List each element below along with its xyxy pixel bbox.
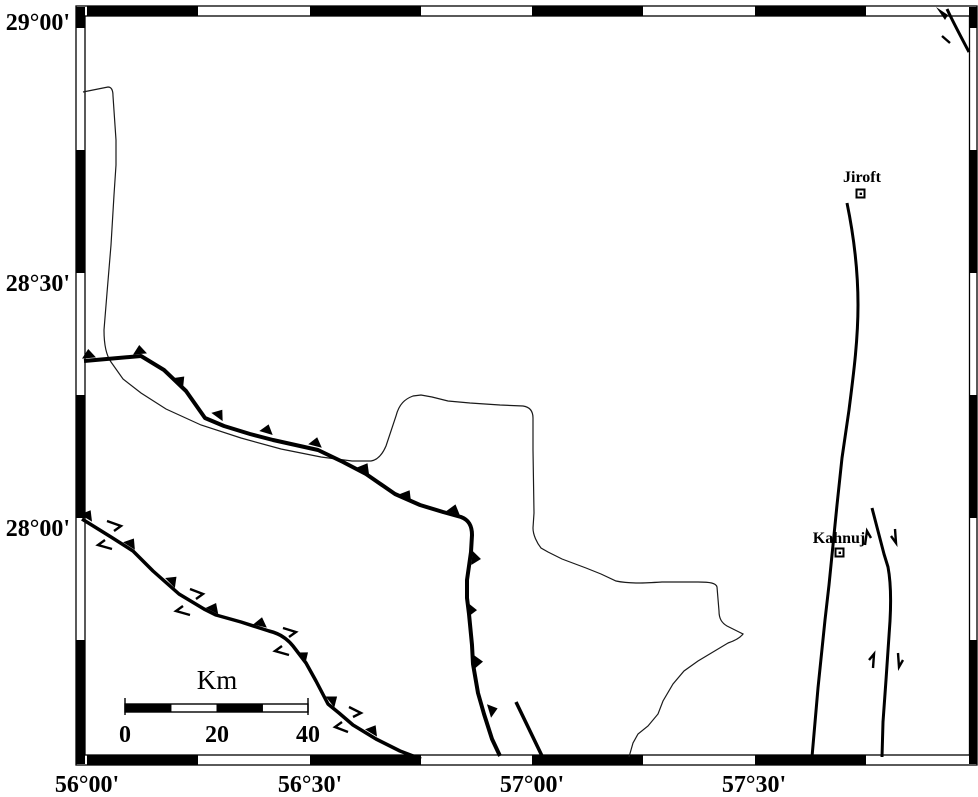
lon-label: 56°30' — [278, 772, 342, 797]
scale-tick-label: 40 — [296, 722, 320, 748]
latitude-labels: 29°00' 28°30' 28°00' — [6, 10, 70, 542]
fault-trace — [81, 517, 422, 761]
city-jiroft: Jiroft — [843, 169, 882, 199]
frame-segment — [310, 755, 421, 765]
fault-tooth — [172, 376, 185, 388]
frame-segment — [76, 150, 85, 273]
frame-segment — [969, 640, 977, 764]
frame-segment — [532, 755, 643, 765]
river-lines — [82, 86, 744, 758]
slip-arrow-icon — [348, 705, 364, 719]
fault-tooth — [123, 538, 135, 550]
fault-trace — [945, 8, 971, 53]
lon-label: 57°30' — [722, 772, 786, 797]
fault-tooth — [486, 704, 498, 718]
slip-arrow-icon — [173, 605, 191, 617]
longitude-labels: 56°00' 56°30' 57°00' 57°30' — [55, 772, 786, 797]
northeast-fault — [936, 7, 971, 53]
frame-segment — [969, 7, 977, 28]
slip-dash-icon — [941, 35, 951, 44]
fault-tooth — [325, 696, 338, 708]
fault-tooth — [79, 510, 93, 522]
fault-tooth — [82, 349, 96, 359]
city-marker-dot — [838, 551, 841, 554]
city-label: Jiroft — [843, 169, 882, 186]
slip-arrow-icon — [282, 626, 299, 638]
frame-inner-line — [84, 15, 971, 756]
fault-tooth — [165, 576, 177, 589]
city-marker-dot — [859, 192, 862, 195]
slip-arrow-icon — [106, 519, 124, 532]
slip-arrow-icon — [868, 650, 876, 669]
fault-tooth — [356, 463, 370, 475]
scale-segment — [125, 704, 171, 712]
fault-tooth — [446, 504, 460, 515]
kahnuj-east-fault — [870, 507, 893, 758]
city-label: Kahnuj — [813, 530, 865, 547]
fault-short-segment — [514, 701, 545, 759]
frame-segment — [532, 6, 643, 16]
fault-tooth — [308, 437, 322, 448]
jiroft-fault — [810, 202, 860, 758]
scale-tick-label: 20 — [205, 722, 229, 748]
thrust-fault-southwest — [79, 510, 422, 761]
fault-tooth — [133, 345, 147, 355]
scale-unit-label: Km — [197, 665, 238, 695]
frame-segment — [969, 395, 977, 518]
fault-trace — [83, 354, 502, 757]
frame-segment — [755, 755, 866, 765]
fault-tooth — [364, 725, 378, 737]
fault-tooth — [471, 551, 481, 565]
fault-tooth — [473, 655, 483, 669]
map-frame — [75, 5, 978, 766]
frame-segment — [969, 150, 977, 273]
frame-segment — [76, 395, 85, 518]
frame-segment — [755, 6, 866, 16]
slip-arrow-icon — [890, 528, 898, 548]
lat-label: 28°30' — [6, 271, 70, 297]
fault-tooth — [467, 603, 477, 617]
slip-arrow-icon — [272, 645, 290, 657]
frame-outer-line — [75, 5, 978, 766]
lon-label: 57°00' — [500, 772, 564, 797]
slip-arrow-icon — [863, 527, 873, 546]
fault-tooth — [253, 617, 267, 628]
frame-segment — [76, 7, 85, 28]
lon-label: 56°00' — [55, 772, 119, 797]
slip-arrow-icon — [332, 721, 349, 734]
thrust-fault-main — [82, 345, 502, 757]
fault-tooth — [205, 602, 219, 615]
fault-tooth — [296, 652, 308, 664]
scale-outline — [124, 703, 309, 713]
scale-tick-label: 0 — [119, 722, 131, 748]
slip-arrow-icon — [95, 539, 113, 551]
half-arrow-head-icon — [936, 7, 948, 20]
frame-segment — [76, 640, 85, 764]
fault-tooth — [211, 409, 223, 422]
slip-arrow-icon — [189, 587, 206, 600]
scale-segment — [216, 704, 263, 712]
fault-tooth — [398, 490, 412, 502]
slip-arrow-icon — [896, 652, 905, 672]
city-kahnuj: Kahnuj — [813, 530, 865, 558]
frame-segment — [310, 6, 421, 16]
scale-bar: Km 0 20 40 — [119, 665, 320, 748]
frame-segment — [87, 6, 198, 16]
river-line — [82, 86, 744, 758]
lat-label: 28°00' — [6, 516, 70, 542]
strike-slip-arrows — [95, 519, 905, 734]
fault-tooth — [259, 424, 273, 436]
lat-label: 29°00' — [6, 10, 70, 36]
frame-segment — [87, 755, 198, 765]
